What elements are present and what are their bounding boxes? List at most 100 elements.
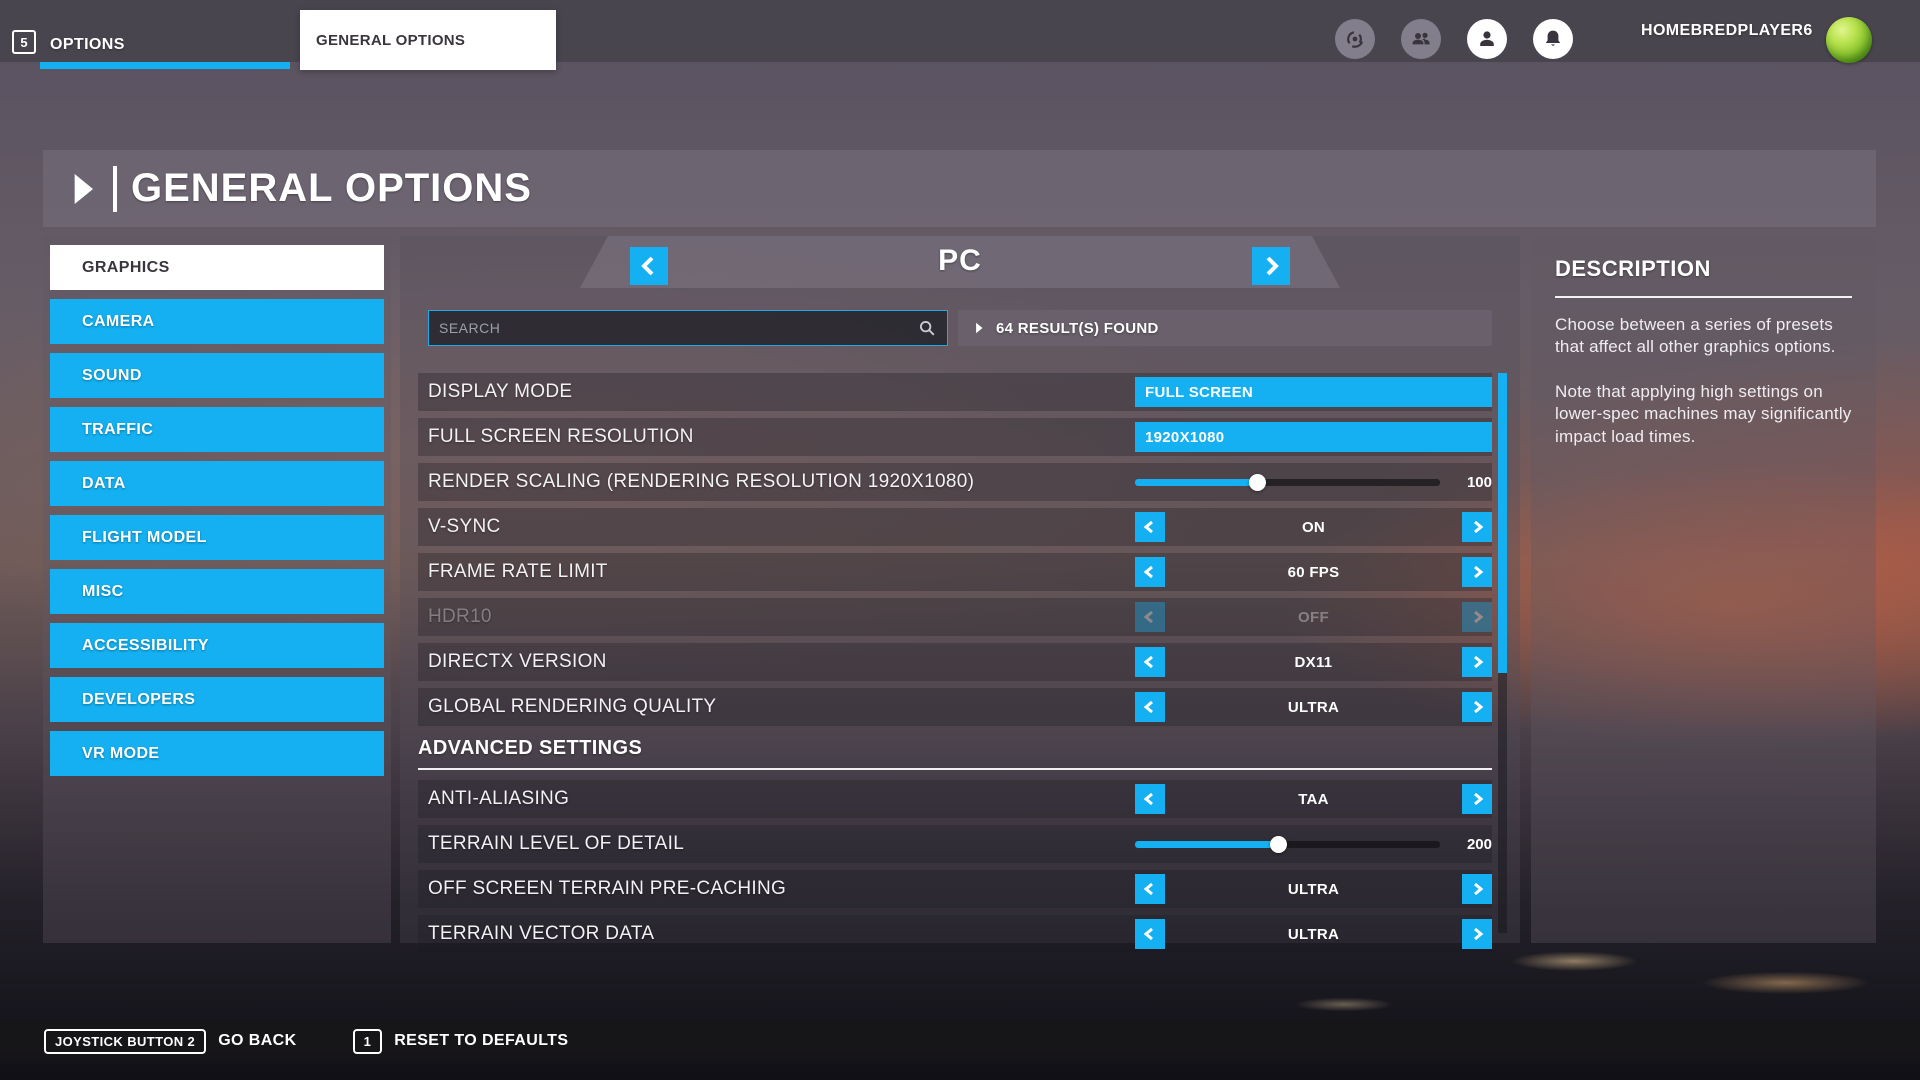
search-results-bar: 64 RESULT(S) FOUND (958, 310, 1492, 346)
slider-knob[interactable] (1249, 473, 1266, 491)
sidebar-item-sound[interactable]: SOUND (50, 353, 384, 398)
increase-button[interactable] (1462, 874, 1492, 904)
setting-label: RENDER SCALING (RENDERING RESOLUTION 192… (428, 471, 975, 492)
chevron-right-icon (1474, 792, 1484, 806)
tab-options-active-underline (40, 62, 290, 69)
section-header-advanced-settings: ADVANCED SETTINGS (418, 733, 1492, 770)
sidebar-item-data[interactable]: DATA (50, 461, 384, 506)
title-separator (113, 165, 117, 212)
player-avatar[interactable] (1826, 17, 1872, 63)
setting-row-full-screen-resolution: FULL SCREEN RESOLUTION 1920X1080 (418, 418, 1492, 456)
description-panel: DESCRIPTION Choose between a series of p… (1531, 236, 1876, 943)
menu-count-badge: 5 (12, 30, 36, 54)
bell-glyph (1545, 30, 1561, 46)
slider-terrain-level-of-detail[interactable] (1135, 835, 1440, 853)
decrease-button (1135, 602, 1165, 632)
friends-glyph (1412, 32, 1430, 45)
chevron-left-icon (1143, 610, 1153, 624)
increase-button[interactable] (1462, 692, 1492, 722)
section-rule (418, 768, 1492, 770)
chevron-right-icon (1474, 700, 1484, 714)
setting-row-render-scaling-rendering-resolution-1920x1080-: RENDER SCALING (RENDERING RESOLUTION 192… (418, 463, 1492, 501)
reset-to-defaults-button[interactable]: 1 RESET TO DEFAULTS (352, 1028, 569, 1054)
joystick-keycap: JOYSTICK BUTTON 2 (44, 1028, 207, 1054)
chevron-right-icon (1474, 882, 1484, 896)
sidebar-item-vr-mode[interactable]: VR MODE (50, 731, 384, 776)
decrease-button[interactable] (1135, 512, 1165, 542)
profile-icon[interactable] (1467, 19, 1507, 59)
description-paragraph: Note that applying high settings on lowe… (1555, 381, 1852, 446)
stepper-value: ULTRA (1287, 925, 1340, 943)
setting-row-off-screen-terrain-pre-caching: OFF SCREEN TERRAIN PRE-CACHING ULTRA (418, 870, 1492, 908)
chevron-left-icon (1143, 927, 1153, 941)
preset-value: PC (938, 244, 982, 277)
top-bar: 5 OPTIONS (0, 0, 1920, 63)
results-count: 64 RESULT(S) FOUND (996, 319, 1159, 337)
sidebar-item-accessibility[interactable]: ACCESSIBILITY (50, 623, 384, 668)
page-title-band: GENERAL OPTIONS (43, 150, 1876, 227)
description-rule (1555, 296, 1852, 298)
setting-label: HDR10 (428, 606, 492, 627)
tab-options[interactable]: OPTIONS (50, 36, 125, 53)
notifications-bell-icon[interactable] (1533, 19, 1573, 59)
decrease-button[interactable] (1135, 784, 1165, 814)
go-back-button[interactable]: JOYSTICK BUTTON 2 GO BACK (44, 1028, 297, 1054)
increase-button[interactable] (1462, 557, 1492, 587)
stepper-value: ULTRA (1287, 698, 1340, 716)
setting-label: V-SYNC (428, 516, 501, 537)
decrease-button[interactable] (1135, 647, 1165, 677)
footer-bar: JOYSTICK BUTTON 2 GO BACK 1 RESET TO DEF… (0, 1019, 1920, 1063)
dropdown-full-screen-resolution[interactable]: 1920X1080 (1135, 422, 1492, 452)
preset-prev-button[interactable] (630, 247, 668, 285)
increase-button[interactable] (1462, 919, 1492, 949)
setting-row-terrain-vector-data: TERRAIN VECTOR DATA ULTRA (418, 915, 1492, 953)
increase-button[interactable] (1462, 647, 1492, 677)
description-title: DESCRIPTION (1555, 256, 1711, 281)
sidebar-item-developers[interactable]: DEVELOPERS (50, 677, 384, 722)
sidebar-item-camera[interactable]: CAMERA (50, 299, 384, 344)
setting-label: FULL SCREEN RESOLUTION (428, 426, 694, 447)
description-paragraph: Choose between a series of presets that … (1555, 315, 1836, 357)
sidebar-item-graphics[interactable]: GRAPHICS (50, 245, 384, 290)
chevron-right-icon (976, 322, 983, 334)
options-sidebar: GRAPHICS CAMERA SOUND TRAFFIC DATA FLIGHT MOD… (43, 236, 391, 943)
setting-label: GLOBAL RENDERING QUALITY (428, 696, 717, 717)
setting-row-v-sync: V-SYNC ON (418, 508, 1492, 546)
chevron-right-icon (1474, 610, 1484, 624)
stepper-value: 60 FPS (1287, 563, 1340, 581)
radar-glyph (1347, 31, 1364, 48)
decrease-button[interactable] (1135, 919, 1165, 949)
settings-panel: PC 64 RESULT(S) FOUND DISPLAY MODE FULL S… (400, 236, 1520, 953)
dropdown-display-mode[interactable]: FULL SCREEN (1135, 377, 1492, 407)
increase-button[interactable] (1462, 512, 1492, 542)
chevron-left-icon (1143, 565, 1153, 579)
setting-row-hdr10: HDR10 OFF (418, 598, 1492, 636)
slider-knob[interactable] (1270, 835, 1288, 853)
section-title: ADVANCED SETTINGS (418, 737, 643, 759)
player-name[interactable]: HOMEBREDPLAYER6 (1641, 22, 1813, 39)
chevron-left-icon (1143, 792, 1153, 806)
sidebar-item-flight-model[interactable]: FLIGHT MODEL (50, 515, 384, 560)
scrollbar-thumb[interactable] (1498, 373, 1507, 673)
increase-button[interactable] (1462, 784, 1492, 814)
slider-render-scaling-rendering-resolution-1920x1080-[interactable] (1135, 473, 1440, 491)
decrease-button[interactable] (1135, 874, 1165, 904)
chevron-right-icon (1474, 655, 1484, 669)
stepper-value: DX11 (1294, 653, 1333, 671)
decrease-button[interactable] (1135, 692, 1165, 722)
chevron-left-icon (1143, 655, 1153, 669)
friends-icon[interactable] (1401, 19, 1441, 59)
slider-value: 200 (1466, 835, 1492, 853)
setting-row-global-rendering-quality: GLOBAL RENDERING QUALITY ULTRA (418, 688, 1492, 726)
chevron-right-icon (1474, 520, 1484, 534)
sidebar-item-misc[interactable]: MISC (50, 569, 384, 614)
radar-activity-icon[interactable] (1335, 19, 1375, 59)
chevron-left-icon (1143, 520, 1153, 534)
dropdown-value: 1920X1080 (1145, 428, 1225, 446)
decrease-button[interactable] (1135, 557, 1165, 587)
scrollbar-track[interactable] (1498, 373, 1507, 933)
preset-next-button[interactable] (1252, 247, 1290, 285)
sidebar-item-traffic[interactable]: TRAFFIC (50, 407, 384, 452)
search-input[interactable] (429, 320, 917, 336)
tab-general-options[interactable]: GENERAL OPTIONS (300, 10, 556, 70)
